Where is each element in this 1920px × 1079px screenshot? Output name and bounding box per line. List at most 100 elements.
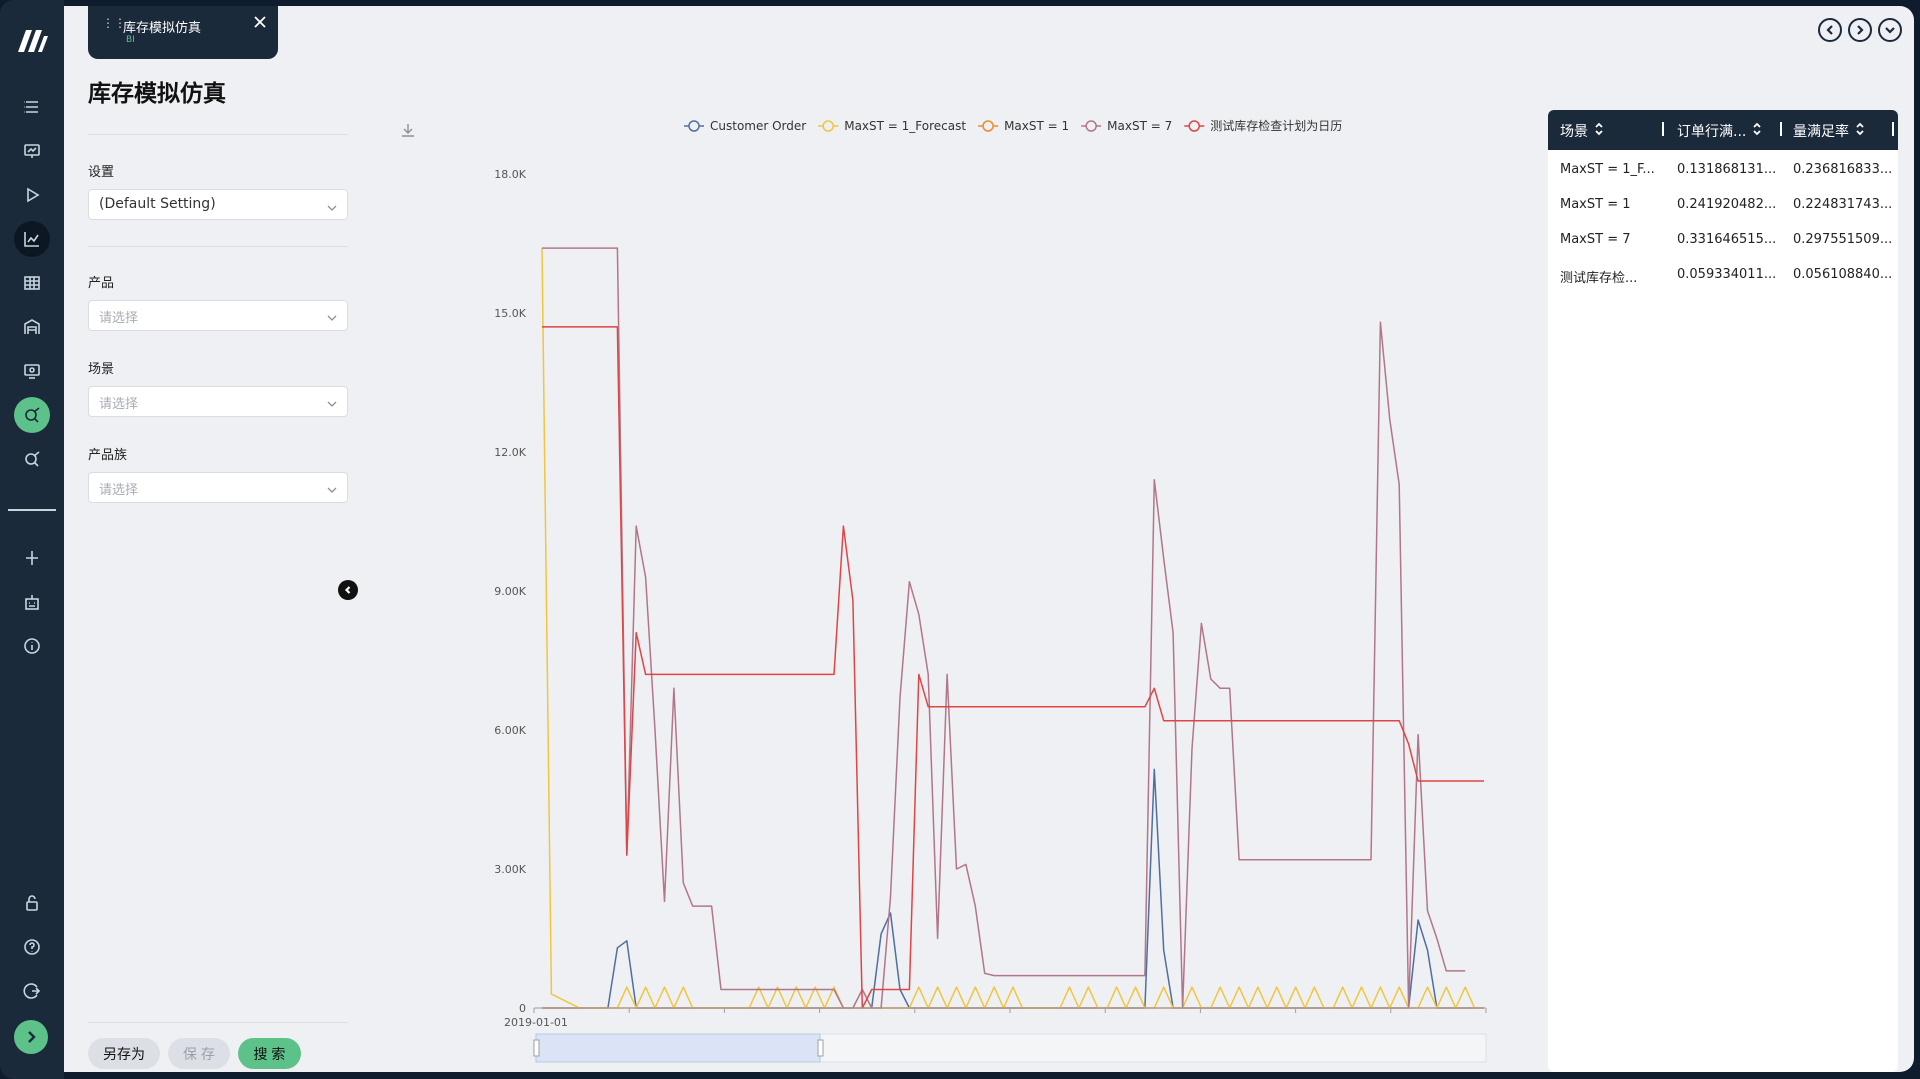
save-button[interactable]: 保 存 xyxy=(168,1038,230,1069)
y-tick-label: 18.0K xyxy=(494,168,526,181)
chart-legend: Customer Order MaxST = 1_Forecast MaxST = … xyxy=(684,118,1342,133)
collapse-panel-icon[interactable] xyxy=(338,580,358,600)
table-row[interactable]: 测试库存检... 0.059334011... 0.056108840... xyxy=(1548,258,1898,293)
split-icon[interactable] xyxy=(14,540,50,576)
setting-value: (Default Setting) xyxy=(99,196,216,212)
scenario-table: 场景 订单行满... 量满足率 MaxST = 1_F... 0.1318681… xyxy=(1548,110,1898,1072)
save-as-button[interactable]: 另存为 xyxy=(88,1038,160,1069)
setting-select[interactable]: (Default Setting) xyxy=(88,189,348,220)
column-header-scenario[interactable]: 场景 xyxy=(1560,121,1604,141)
zoom-window xyxy=(535,1033,821,1063)
table-cell: 0.331646515... xyxy=(1677,232,1777,247)
forward-icon[interactable] xyxy=(1848,18,1872,42)
table-row[interactable]: MaxST = 1_F... 0.131868131... 0.23681683… xyxy=(1548,153,1898,188)
column-divider[interactable] xyxy=(1780,122,1782,136)
table-cell: 测试库存检... xyxy=(1560,271,1638,286)
product-family-label: 产品族 xyxy=(88,448,128,463)
table-cell: 0.241920482... xyxy=(1677,197,1777,212)
chevron-down-icon xyxy=(327,483,337,493)
expand-sidebar-icon[interactable] xyxy=(14,1020,48,1054)
table-cell: MaxST = 7 xyxy=(1560,232,1631,247)
legend-label: MaxST = 1 xyxy=(1004,119,1069,133)
action-bar: 另存为 保 存 搜 索 xyxy=(88,1038,301,1069)
table-row[interactable]: MaxST = 1 0.241920482... 0.224831743... xyxy=(1548,188,1898,223)
info-icon[interactable] xyxy=(14,628,50,664)
table-cell: 0.236816833... xyxy=(1793,162,1893,177)
legend-label: 测试库存检查计划为日历 xyxy=(1210,118,1342,133)
page-title: 库存模拟仿真 xyxy=(88,81,226,107)
product-family-select[interactable]: 请选择 xyxy=(88,472,348,503)
legend-item: MaxST = 1_Forecast xyxy=(818,119,966,133)
product-placeholder: 请选择 xyxy=(99,311,139,326)
tab-title: 库存模拟仿真 xyxy=(123,21,202,36)
divider xyxy=(88,134,348,135)
table-cell: 0.131868131... xyxy=(1677,162,1777,177)
download-icon[interactable] xyxy=(400,122,416,138)
scenario-select[interactable]: 请选择 xyxy=(88,386,348,417)
legend-marker xyxy=(1188,120,1200,132)
warehouse-icon[interactable] xyxy=(14,309,50,345)
series-line xyxy=(542,768,1484,1009)
sidebar xyxy=(0,0,64,1079)
setting-label: 设置 xyxy=(88,165,115,180)
legend-marker xyxy=(982,120,994,132)
robot-icon[interactable] xyxy=(14,584,50,620)
series-line xyxy=(542,326,1484,1009)
table-row[interactable]: MaxST = 7 0.331646515... 0.297551509... xyxy=(1548,223,1898,258)
table-cell: 0.297551509... xyxy=(1793,232,1893,247)
sort-icon[interactable] xyxy=(1855,122,1865,140)
legend-item: Customer Order xyxy=(684,119,806,133)
monitor-icon[interactable] xyxy=(14,353,50,389)
legend-label: Customer Order xyxy=(710,119,806,133)
legend-item: MaxST = 7 xyxy=(1081,119,1172,133)
y-axis: 0 3.00K 6.00K 9.00K 12.0K 15.0K 18.0K xyxy=(494,168,526,1015)
drag-handle-icon[interactable]: ⋮⋮ xyxy=(102,16,126,30)
window-controls xyxy=(1818,18,1902,42)
series-line xyxy=(542,247,1466,1009)
table-icon[interactable] xyxy=(14,265,50,301)
column-header-order-line[interactable]: 订单行满... xyxy=(1677,121,1762,141)
column-divider[interactable] xyxy=(1662,122,1664,136)
logout-icon[interactable] xyxy=(14,973,50,1009)
chevron-down-icon xyxy=(327,200,337,211)
simulation-icon[interactable] xyxy=(14,397,50,433)
product-label: 产品 xyxy=(88,276,115,291)
line-chart-icon[interactable] xyxy=(14,221,50,257)
play-icon[interactable] xyxy=(14,177,50,213)
sort-icon[interactable] xyxy=(1752,122,1762,140)
column-header-label: 场景 xyxy=(1560,124,1588,140)
column-divider[interactable] xyxy=(1892,122,1894,136)
y-tick-label: 6.00K xyxy=(494,724,526,737)
y-tick-label: 12.0K xyxy=(494,446,526,459)
legend-label: MaxST = 7 xyxy=(1107,119,1172,133)
scenario-label: 场景 xyxy=(88,362,115,377)
dashboard-icon[interactable] xyxy=(14,133,50,169)
x-tick-label: 2019-01-01 xyxy=(504,1016,568,1029)
main-content: ⋮⋮ 库存模拟仿真 BI 库存模拟仿真 设置 (Default Setting)… xyxy=(64,6,1914,1072)
zoom-handle-left xyxy=(533,1039,540,1057)
column-header-label: 订单行满... xyxy=(1677,124,1747,140)
scenario-placeholder: 请选择 xyxy=(99,397,139,412)
analysis-icon[interactable] xyxy=(14,441,50,477)
legend-label: MaxST = 1_Forecast xyxy=(844,119,966,133)
column-header-quantity-rate[interactable]: 量满足率 xyxy=(1793,121,1865,141)
help-icon[interactable] xyxy=(14,929,50,965)
legend-item: MaxST = 1 xyxy=(978,119,1069,133)
back-icon[interactable] xyxy=(1818,18,1842,42)
series-line xyxy=(541,248,1484,1009)
product-select[interactable]: 请选择 xyxy=(88,300,348,331)
sort-icon[interactable] xyxy=(1594,122,1604,140)
lock-icon[interactable] xyxy=(14,885,50,921)
chevron-down-icon[interactable] xyxy=(1878,18,1902,42)
tab-inventory-simulation[interactable]: ⋮⋮ 库存模拟仿真 BI xyxy=(88,6,278,59)
legend-marker xyxy=(688,120,700,132)
table-cell: MaxST = 1_F... xyxy=(1560,162,1655,177)
table-cell: 0.224831743... xyxy=(1793,197,1893,212)
list-icon[interactable] xyxy=(14,89,50,125)
product-family-placeholder: 请选择 xyxy=(99,483,139,498)
sidebar-divider xyxy=(8,509,56,511)
search-button[interactable]: 搜 索 xyxy=(238,1038,301,1069)
close-icon[interactable] xyxy=(252,14,270,32)
zoom-handle-right xyxy=(817,1039,824,1057)
